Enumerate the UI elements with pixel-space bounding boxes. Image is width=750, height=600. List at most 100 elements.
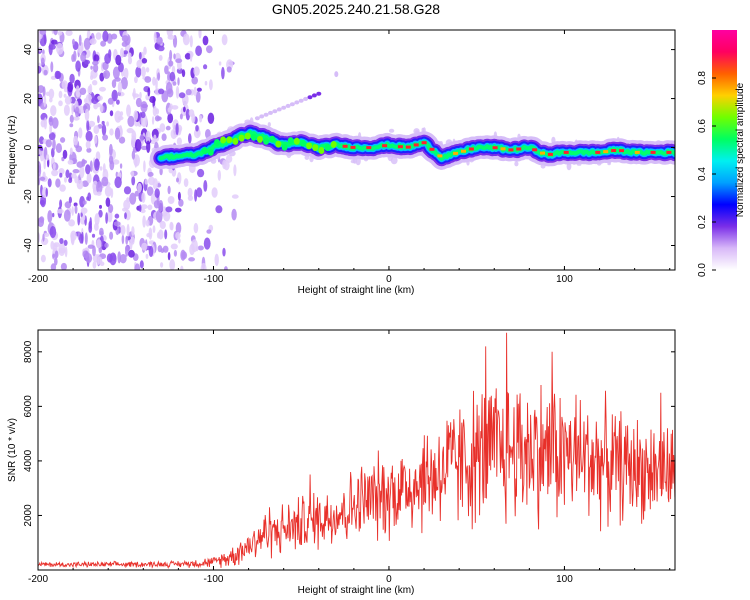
noise-cell — [195, 125, 199, 132]
noise-cell — [78, 127, 83, 139]
ridge-peak-cell — [532, 148, 538, 152]
noise-cell — [85, 93, 93, 106]
spectrogram-frame — [37, 29, 676, 271]
ridge-peak-cell — [634, 150, 640, 154]
noise-cell — [197, 168, 205, 178]
noise-cell — [123, 67, 129, 80]
noise-cell — [101, 123, 107, 136]
noise-cell — [71, 173, 77, 179]
snr-x-ticks: -200 -100 0 100 — [28, 330, 671, 585]
noise-cell — [215, 205, 223, 214]
noise-cell — [94, 135, 98, 144]
secondary-line-cell — [311, 93, 317, 98]
ridge-peak-cell — [287, 137, 294, 145]
ridge-peak-cell — [421, 141, 427, 145]
noise-cell — [67, 81, 74, 93]
noise-cell — [39, 199, 45, 206]
ridge-peak-cell — [281, 143, 288, 151]
noise-cell — [93, 125, 100, 134]
noise-cell — [147, 87, 151, 97]
noise-cell — [82, 200, 87, 205]
noise-cell — [138, 204, 142, 212]
noise-cell — [40, 254, 46, 263]
noise-cell — [75, 60, 81, 72]
ridge-peak-cell — [516, 147, 522, 151]
noise-cell — [148, 227, 153, 240]
noise-cell — [146, 140, 151, 153]
noise-cell — [141, 145, 148, 151]
colorbar-tick-label: 0.0 — [697, 263, 708, 277]
noise-cell — [145, 130, 151, 144]
noise-cell — [109, 231, 114, 240]
noise-cell — [105, 197, 111, 207]
noise-cell — [104, 242, 109, 248]
noise-cell — [177, 77, 180, 86]
secondary-line-cell — [272, 109, 278, 114]
noise-cell — [169, 49, 173, 62]
noise-cell — [175, 123, 179, 136]
noise-cell — [196, 187, 203, 198]
noise-cell — [108, 155, 114, 165]
noise-cell — [189, 35, 193, 48]
noise-cell — [65, 169, 70, 179]
ridge-peak-cell — [275, 140, 282, 148]
noise-cell — [101, 176, 109, 187]
noise-cell — [134, 76, 138, 84]
noise-cell — [84, 59, 90, 65]
noise-cell — [70, 233, 75, 245]
noise-cell — [178, 92, 186, 99]
noise-cell — [143, 160, 146, 173]
spectrogram-x-ticks: -200 -100 0 100 — [28, 30, 671, 285]
ridge-peak-cell — [429, 147, 435, 151]
noise-cell — [130, 236, 135, 245]
noise-cell — [80, 52, 86, 62]
noise-cell — [164, 229, 168, 240]
noise-cell — [87, 244, 95, 249]
noise-cell — [68, 219, 75, 227]
noise-cell — [202, 35, 209, 46]
noise-cell — [133, 110, 139, 121]
noise-cell — [114, 127, 121, 140]
noise-cell — [154, 115, 161, 122]
noise-cell — [122, 50, 129, 55]
noise-cell — [59, 184, 66, 192]
snr-y-ticks: 2000 4000 6000 8000 — [23, 340, 675, 527]
noise-cell — [51, 117, 59, 129]
noise-cell — [178, 199, 184, 207]
noise-cell — [101, 120, 105, 125]
noise-cell — [207, 112, 215, 125]
secondary-line-cell — [303, 96, 309, 101]
noise-cell — [121, 41, 128, 47]
noise-cell — [102, 134, 108, 141]
noise-cell — [189, 243, 195, 256]
noise-cell — [56, 208, 64, 214]
noise-cell — [40, 119, 46, 128]
noise-cell — [43, 95, 47, 108]
noise-cell — [197, 245, 204, 251]
noise-cell — [99, 231, 104, 236]
noise-cell — [131, 175, 136, 186]
noise-cell — [157, 45, 165, 52]
secondary-line-cell — [254, 116, 260, 121]
noise-cell — [68, 177, 73, 183]
ridge-peak-cell — [300, 139, 306, 147]
noise-cell — [69, 123, 74, 128]
ridge-peak-cell — [468, 147, 474, 151]
noise-cell — [96, 191, 102, 196]
noise-cell — [140, 208, 146, 214]
noise-cell — [134, 157, 138, 168]
noise-cell — [184, 53, 191, 60]
noise-cell — [88, 120, 96, 127]
secondary-line-cell — [285, 103, 291, 108]
noise-cell — [181, 69, 186, 78]
snr-frame — [37, 329, 676, 571]
noise-cell — [206, 229, 212, 234]
noise-cell — [43, 232, 50, 237]
secondary-line-cell — [259, 114, 265, 119]
noise-cell — [187, 187, 193, 198]
noise-cell — [144, 76, 152, 83]
noise-cell — [71, 103, 74, 115]
noise-cell — [57, 31, 63, 36]
noise-cell — [114, 77, 121, 82]
noise-cell — [126, 104, 131, 117]
